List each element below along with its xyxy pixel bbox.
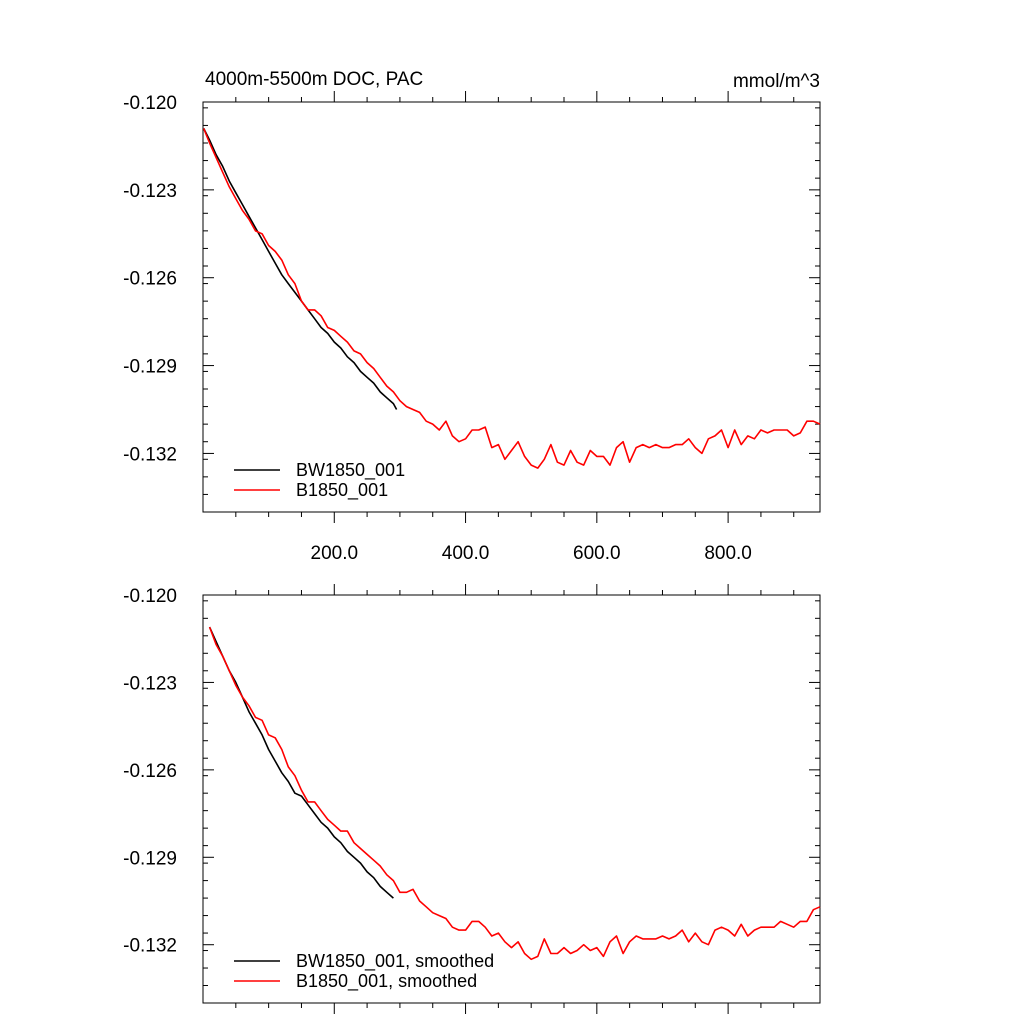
units-label: mmol/m^3: [733, 71, 820, 92]
top-panel: 4000m-5500m DOC, PAC mmol/m^3 -0.120 -0.1…: [123, 69, 821, 564]
legend-label: B1850_001, smoothed: [296, 971, 477, 992]
series-line-bw1850: [202, 128, 398, 410]
x-tick-label: 800.0: [704, 543, 752, 564]
x-tick-label: 200.0: [311, 543, 359, 564]
y-tick-label: -0.120: [123, 93, 177, 114]
legend-label: B1850_001: [296, 480, 388, 501]
y-tick-label: -0.123: [123, 673, 177, 694]
y-tick-label: -0.126: [123, 761, 177, 782]
plot-frame: [202, 594, 821, 1004]
bottom-panel: -0.120 -0.123 -0.126 -0.129 -0.132 BW1850_001…: [123, 584, 821, 1014]
y-tick-label: -0.129: [123, 357, 177, 378]
series-line-b1850: [208, 626, 821, 961]
plot-frame: [202, 101, 821, 513]
y-tick-label: -0.123: [123, 181, 177, 202]
series-line-b1850: [202, 128, 821, 469]
y-tick-label: -0.126: [123, 269, 177, 290]
series-line-bw1850: [208, 626, 394, 899]
y-tick-label: -0.132: [123, 936, 177, 957]
y-tick-label: -0.132: [123, 444, 177, 465]
chart-title: 4000m-5500m DOC, PAC: [205, 69, 423, 90]
x-tick-label: 400.0: [442, 543, 490, 564]
legend-label: BW1850_001: [296, 460, 405, 481]
y-tick-label: -0.129: [123, 848, 177, 869]
legend-label: BW1850_001, smoothed: [296, 951, 494, 972]
y-tick-label: -0.120: [123, 586, 177, 607]
x-tick-label: 600.0: [573, 543, 621, 564]
